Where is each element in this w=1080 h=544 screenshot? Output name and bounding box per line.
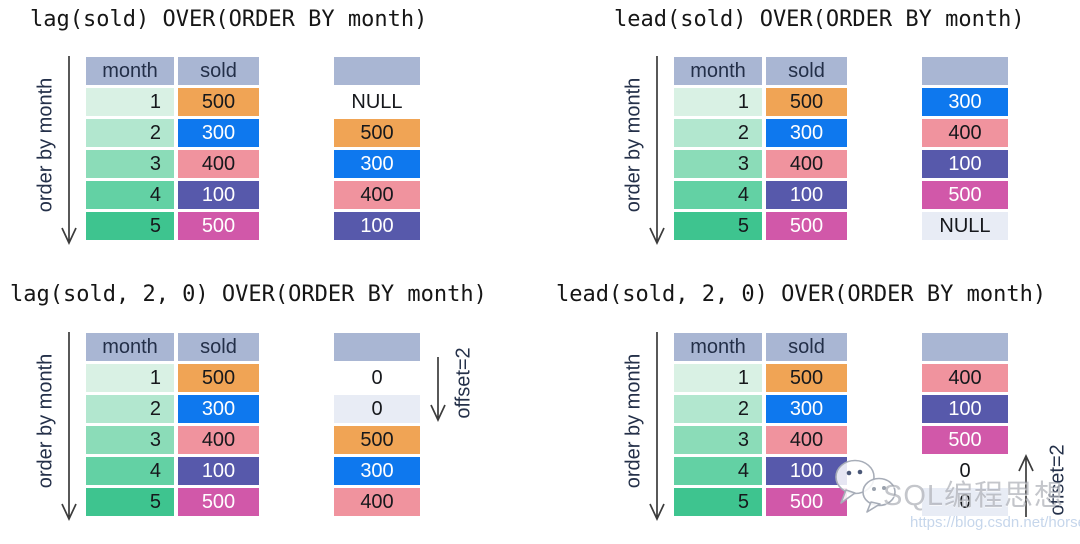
sold-cell: 500 xyxy=(178,212,259,240)
panel-lead2: order by month offset=2 month sold 1 500 2 30… xyxy=(588,276,1080,544)
month-cell: 3 xyxy=(674,426,762,454)
order-direction-arrow-icon xyxy=(649,56,665,246)
sold-cell: 100 xyxy=(178,457,259,485)
panel-title-lead2: lead(sold, 2, 0) OVER(ORDER BY month) xyxy=(556,282,1047,307)
result-cell: 400 xyxy=(922,119,1008,147)
sold-cell: 500 xyxy=(178,488,259,516)
sold-cell: 100 xyxy=(766,181,847,209)
month-cell: 3 xyxy=(674,150,762,178)
column-header-month: month xyxy=(86,333,174,361)
sold-cell: 300 xyxy=(178,119,259,147)
result-cell: NULL xyxy=(351,91,403,113)
sold-cell: 100 xyxy=(178,181,259,209)
result-cell: 500 xyxy=(922,426,1008,454)
sold-cell: 300 xyxy=(766,395,847,423)
sold-cell: 500 xyxy=(178,88,259,116)
sold-cell: 300 xyxy=(766,119,847,147)
wechat-icon xyxy=(835,459,896,513)
column-header-sold: sold xyxy=(766,333,847,361)
order-direction-arrow-icon xyxy=(649,332,665,522)
sold-cell: 500 xyxy=(766,364,847,392)
sold-cell: 300 xyxy=(178,395,259,423)
month-cell: 5 xyxy=(674,212,762,240)
watermark-brand-text: SQL编程思想 xyxy=(883,480,1065,512)
panel-title-lag2: lag(sold, 2, 0) OVER(ORDER BY month) xyxy=(10,282,487,307)
order-by-month-label: order by month xyxy=(622,77,645,213)
sold-cell: 500 xyxy=(178,364,259,392)
month-cell: 4 xyxy=(674,457,762,485)
order-by-month-label: order by month xyxy=(34,353,57,489)
sold-cell: 100 xyxy=(766,457,847,485)
sold-cell: 500 xyxy=(766,488,847,516)
result-cell: 300 xyxy=(922,88,1008,116)
panel-title-lag: lag(sold) OVER(ORDER BY month) xyxy=(30,7,428,32)
column-header-sold: sold xyxy=(178,333,259,361)
result-cell: 500 xyxy=(922,181,1008,209)
result-cell: 0 xyxy=(922,488,1008,516)
result-cell: 500 xyxy=(334,426,420,454)
result-cell: 300 xyxy=(334,457,420,485)
panel-lead: order by month month sold 1 500 2 300 3 400 4 100… xyxy=(588,0,1080,268)
column-header-month: month xyxy=(674,333,762,361)
watermark: SQL编程思想 https://blog.csdn.net/horses xyxy=(833,450,1080,542)
month-cell: 2 xyxy=(86,395,174,423)
result-cell: 0 xyxy=(371,367,383,389)
order-direction-arrow-icon xyxy=(61,56,77,246)
order-by-month-label: order by month xyxy=(622,353,645,489)
sold-cell: 400 xyxy=(766,426,847,454)
sold-cell: 400 xyxy=(178,426,259,454)
result-cell: 500 xyxy=(334,119,420,147)
panel-lag: order by month month sold 1 500 2 300 3 400 4 100… xyxy=(0,0,548,268)
month-cell: 1 xyxy=(674,364,762,392)
month-cell: 5 xyxy=(674,488,762,516)
result-cell: 400 xyxy=(334,181,420,209)
result-cell: 400 xyxy=(922,364,1008,392)
result-column-header xyxy=(922,57,1008,85)
sold-cell: 400 xyxy=(766,150,847,178)
month-cell: 2 xyxy=(674,395,762,423)
offset-label: offset=2 xyxy=(452,347,475,419)
month-cell: 2 xyxy=(86,119,174,147)
result-cell: 100 xyxy=(922,150,1008,178)
month-cell: 3 xyxy=(86,426,174,454)
month-cell: 5 xyxy=(86,212,174,240)
offset-up-arrow-icon xyxy=(1018,453,1034,517)
month-cell: 4 xyxy=(674,181,762,209)
result-cell: 400 xyxy=(334,488,420,516)
offset-down-arrow-icon xyxy=(430,357,446,423)
result-column-header xyxy=(334,57,420,85)
result-cell: 300 xyxy=(334,150,420,178)
sold-cell: 400 xyxy=(178,150,259,178)
month-cell: 1 xyxy=(86,88,174,116)
month-cell: 4 xyxy=(86,457,174,485)
column-header-sold: sold xyxy=(178,57,259,85)
sold-cell: 500 xyxy=(766,88,847,116)
result-cell: NULL xyxy=(922,212,1008,240)
order-direction-arrow-icon xyxy=(61,332,77,522)
result-cell: 0 xyxy=(334,395,420,423)
column-header-month: month xyxy=(674,57,762,85)
column-header-month: month xyxy=(86,57,174,85)
sold-cell: 500 xyxy=(766,212,847,240)
month-cell: 2 xyxy=(674,119,762,147)
month-cell: 1 xyxy=(86,364,174,392)
result-cell: 100 xyxy=(922,395,1008,423)
result-column-header xyxy=(334,333,420,361)
result-cell: 100 xyxy=(334,212,420,240)
result-column-header xyxy=(922,333,1008,361)
month-cell: 5 xyxy=(86,488,174,516)
panel-title-lead: lead(sold) OVER(ORDER BY month) xyxy=(614,7,1025,32)
panel-lag2: order by month offset=2 month sold 1 500 2 30… xyxy=(0,276,548,544)
column-header-sold: sold xyxy=(766,57,847,85)
month-cell: 4 xyxy=(86,181,174,209)
watermark-url: https://blog.csdn.net/horses xyxy=(910,514,1080,531)
result-cell: 0 xyxy=(959,460,971,482)
month-cell: 3 xyxy=(86,150,174,178)
order-by-month-label: order by month xyxy=(34,77,57,213)
month-cell: 1 xyxy=(674,88,762,116)
